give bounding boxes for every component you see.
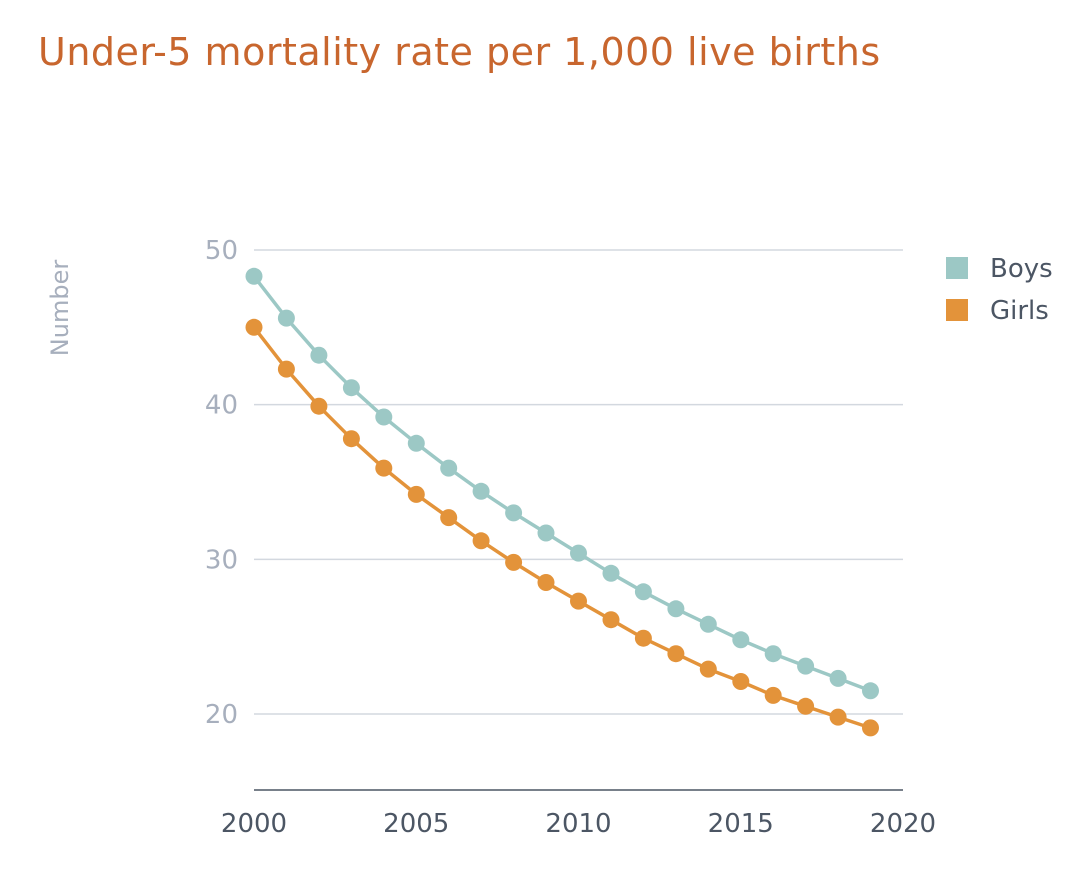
data-point-girls-2009: [537, 574, 555, 591]
data-point-boys-2005: [407, 434, 425, 452]
legend-label-boys: Boys: [990, 254, 1053, 284]
x-tick-label-2000: 2000: [221, 809, 287, 839]
data-point-girls-2017: [797, 697, 815, 715]
legend-swatch-boys: [946, 257, 968, 279]
data-point-boys-2019: [862, 682, 879, 700]
data-point-girls-2006: [440, 509, 458, 527]
data-point-boys-2006: [440, 459, 458, 477]
legend: Boys Girls: [946, 254, 1053, 326]
series-boys: [245, 267, 879, 700]
series-line-boys: [252, 274, 873, 693]
data-point-boys-2015: [732, 631, 750, 649]
data-point-boys-2009: [537, 524, 555, 542]
x-tick-label-2005: 2005: [383, 809, 449, 839]
y-tick-label-30: 30: [205, 545, 238, 575]
data-point-boys-2000: [245, 267, 263, 285]
series-layer: [245, 267, 879, 737]
data-point-boys-2014: [699, 615, 717, 633]
data-point-boys-2016: [764, 645, 782, 663]
data-point-girls-2008: [505, 553, 523, 571]
y-tick-label-20: 20: [205, 700, 238, 730]
data-point-girls-2000: [245, 318, 263, 336]
data-point-boys-2007: [472, 482, 490, 500]
data-point-girls-2010: [570, 592, 587, 610]
x-tick-label-2015: 2015: [708, 809, 774, 839]
data-point-girls-2005: [407, 485, 425, 503]
data-point-boys-2011: [602, 564, 620, 582]
x-tick-labels: 2000 2005 2010 2015 2020: [221, 809, 936, 839]
y-tick-label-40: 40: [205, 391, 238, 421]
legend-swatch-girls: [946, 299, 968, 321]
data-point-girls-2019: [862, 719, 879, 737]
data-point-boys-2017: [797, 657, 815, 675]
x-tick-label-2020: 2020: [870, 809, 936, 839]
data-point-girls-2013: [667, 645, 685, 663]
x-tick-label-2010: 2010: [545, 809, 611, 839]
legend-label-girls: Girls: [990, 296, 1049, 326]
data-point-girls-2003: [342, 430, 360, 448]
data-point-girls-2016: [764, 686, 782, 704]
data-point-boys-2001: [277, 309, 295, 327]
y-tick-labels: 20 30 40 50: [205, 236, 238, 730]
data-point-girls-2004: [375, 459, 393, 477]
series-girls: [245, 318, 879, 737]
y-axis-label: Number: [46, 260, 74, 357]
data-point-girls-2007: [472, 532, 490, 550]
data-point-girls-2011: [602, 611, 620, 629]
data-point-boys-2002: [310, 346, 328, 364]
data-point-boys-2018: [829, 669, 847, 687]
chart-title: Under-5 mortality rate per 1,000 live bi…: [38, 30, 881, 74]
data-point-girls-2012: [634, 629, 652, 647]
data-point-boys-2008: [505, 504, 523, 522]
data-point-girls-2002: [310, 397, 328, 415]
y-tick-label-50: 50: [205, 236, 238, 266]
data-point-girls-2001: [277, 360, 295, 378]
data-point-boys-2004: [375, 408, 393, 426]
data-point-boys-2012: [634, 583, 652, 601]
data-point-boys-2003: [342, 379, 360, 397]
data-point-girls-2015: [732, 673, 750, 690]
gridlines: [254, 249, 903, 715]
data-point-boys-2013: [667, 600, 685, 618]
data-point-boys-2010: [570, 544, 587, 562]
data-point-girls-2014: [699, 660, 717, 678]
data-point-girls-2018: [829, 708, 847, 726]
